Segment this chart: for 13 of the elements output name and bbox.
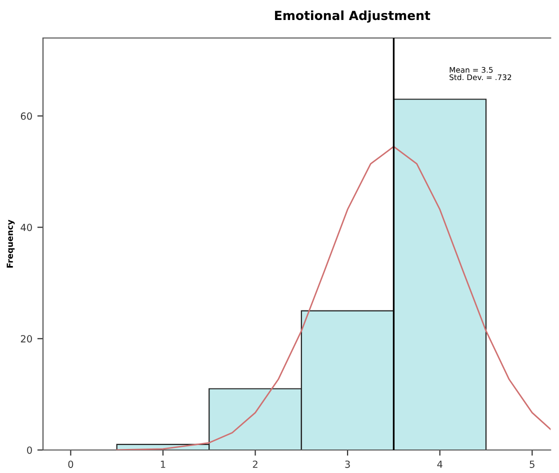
line-series: [116, 146, 551, 450]
x-tick-label: 1: [160, 460, 166, 468]
x-tick-label: 5: [530, 460, 534, 468]
y-axis-title: Frequency: [6, 220, 15, 268]
y-tick-label: 40: [20, 224, 32, 232]
chart-title: Emotional Adjustment: [275, 10, 430, 23]
y-tick-label: 60: [20, 112, 32, 120]
y-tick-label: 0: [27, 446, 32, 454]
x-tick-label: 2: [252, 460, 258, 468]
y-tick-label: 20: [20, 335, 32, 342]
x-tick-label: 0: [68, 460, 74, 468]
x-tick-label: 4: [437, 460, 442, 468]
x-tick-label: 3: [345, 460, 350, 468]
